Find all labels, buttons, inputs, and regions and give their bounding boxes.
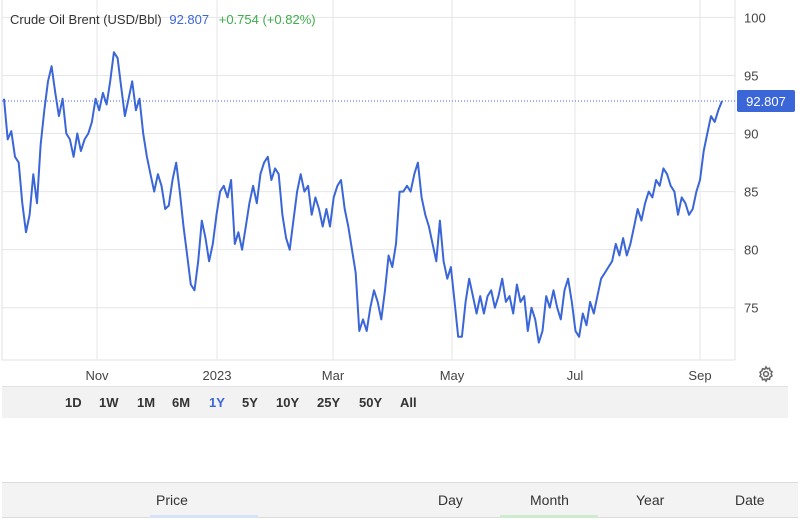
last-price-badge (737, 89, 795, 112)
column-header-month[interactable]: Month (530, 492, 569, 508)
x-tick-label: Nov (85, 368, 109, 383)
last-price-label: 92.807 (746, 94, 786, 109)
y-tick-label: 80 (744, 243, 758, 258)
y-tick-label: 75 (744, 301, 758, 316)
range-button-1y[interactable]: 1Y (209, 395, 225, 410)
price-series-line (3, 51, 723, 344)
current-price: 92.807 (169, 12, 210, 27)
x-tick-label: May (440, 368, 465, 383)
range-button-5y[interactable]: 5Y (242, 395, 258, 410)
column-header-price[interactable]: Price (156, 492, 188, 508)
range-button-10y[interactable]: 10Y (276, 395, 300, 410)
price-change: +0.754 (+0.82%) (218, 12, 316, 27)
range-button-6m[interactable]: 6M (172, 395, 191, 410)
chart-header: Crude Oil Brent (USD/Bbl) 92.807 +0.754 … (10, 12, 316, 27)
y-tick-label: 95 (744, 68, 758, 83)
y-tick-label: 85 (744, 185, 758, 200)
time-range-selector: 1D 1W 1M 6M 1Y 5Y 10Y 25Y 50Y All (2, 386, 788, 418)
line-chart: 75 80 85 90 95 100 Nov 2023 Mar May Jul Sep 92.807 (1, 0, 795, 383)
y-tick-label: 100 (744, 10, 766, 25)
table-header-row: Price Day Month Year Date (2, 482, 798, 518)
range-button-all[interactable]: All (400, 395, 417, 410)
range-button-25y[interactable]: 25Y (317, 395, 341, 410)
x-tick-label: Sep (688, 368, 711, 383)
range-button-1m[interactable]: 1M (137, 395, 156, 410)
chart-area: 75 80 85 90 95 100 Nov 2023 Mar May Jul Sep 92.807 C… (1, 0, 795, 383)
column-header-day[interactable]: Day (438, 492, 463, 508)
column-header-year[interactable]: Year (636, 492, 665, 508)
month-column-indicator (500, 515, 598, 518)
price-column-indicator (150, 515, 258, 518)
x-tick-label: 2023 (203, 368, 232, 383)
gear-icon[interactable] (757, 365, 775, 383)
range-button-1d[interactable]: 1D (65, 395, 82, 410)
x-tick-label: Mar (322, 368, 345, 383)
range-button-1w[interactable]: 1W (99, 395, 119, 410)
x-tick-label: Jul (567, 368, 584, 383)
instrument-name: Crude Oil Brent (USD/Bbl) (10, 12, 162, 27)
column-header-date[interactable]: Date (735, 492, 765, 508)
range-button-50y[interactable]: 50Y (359, 395, 383, 410)
y-tick-label: 90 (744, 127, 758, 142)
